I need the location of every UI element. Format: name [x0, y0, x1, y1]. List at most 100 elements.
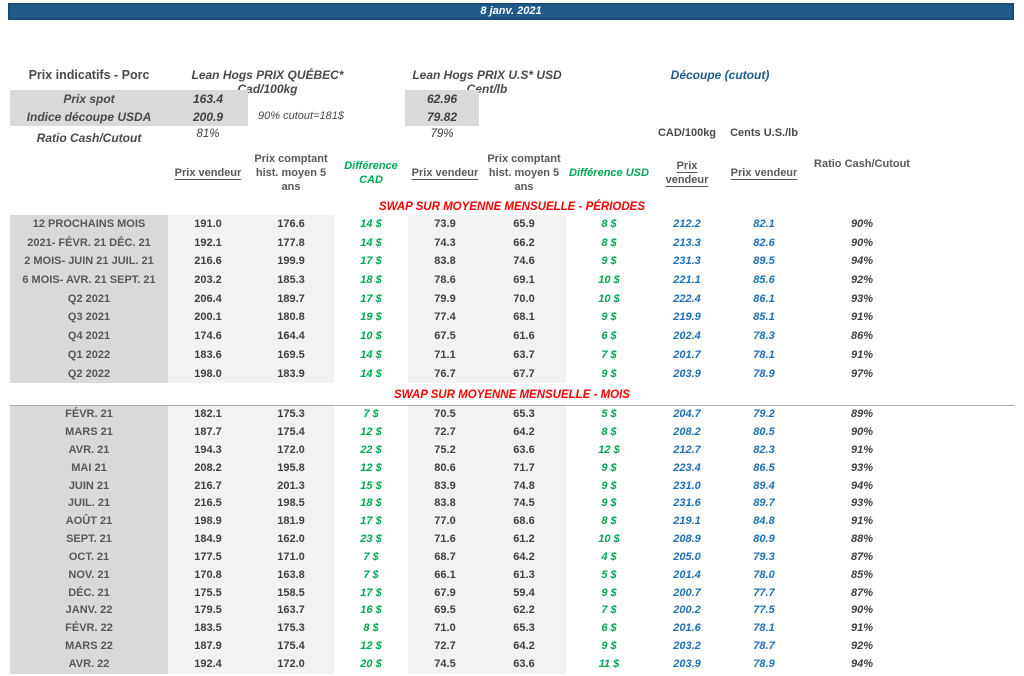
cell-prix-comptant-cad: 185.3 — [248, 271, 334, 290]
table-row: 2021- FÉVR. 21 DÉC. 21 192.1 177.8 14 $ … — [10, 233, 1014, 253]
cell-difference-usd: 7 $ — [601, 604, 617, 617]
cell-difference-cad: 12 $ — [360, 640, 382, 653]
cell-cutout-cad: 201.7 — [673, 348, 701, 361]
cell-cutout-usd: 82.6 — [753, 236, 775, 249]
cell-prix-comptant-cad: 189.7 — [248, 289, 334, 309]
cell-prix-vendeur-cad: 216.5 — [168, 495, 248, 514]
ratio-cash-cutout-usd: 79% — [430, 128, 454, 140]
table-row: AVR. 22 192.4 172.0 20 $ 74.5 63.6 11 $ … — [10, 656, 1014, 674]
cell-cutout-usd: 79.2 — [753, 408, 775, 421]
cell-prix-comptant-cad: 183.9 — [248, 364, 334, 384]
cell-prix-vendeur-usd: 79.9 — [408, 289, 482, 309]
cell-prix-vendeur-usd: 83.8 — [408, 495, 482, 514]
cell-cutout-cad: 205.0 — [673, 550, 701, 563]
cell-prix-vendeur-cad: 192.1 — [168, 233, 248, 253]
cell-prix-comptant-usd: 61.3 — [482, 566, 566, 585]
row-label: AVR. 21 — [10, 441, 168, 460]
row-label: FÉVR. 21 — [10, 406, 168, 425]
cell-cutout-cad: 231.0 — [673, 479, 701, 492]
cell-prix-vendeur-cad: 198.0 — [168, 364, 248, 384]
cell-difference-usd: 9 $ — [601, 640, 617, 653]
table-row: Q2 2022 198.0 183.9 14 $ 76.7 67.7 9 $ 2… — [10, 364, 1014, 384]
table-row: MAI 21 208.2 195.8 12 $ 80.6 71.7 9 $ 22… — [10, 459, 1014, 478]
cell-difference-cad: 12 $ — [360, 426, 382, 439]
cell-prix-vendeur-usd: 83.9 — [408, 477, 482, 496]
cell-prix-vendeur-cad: 194.3 — [168, 441, 248, 460]
row-label: SEPT. 21 — [10, 531, 168, 549]
cell-prix-comptant-cad: 158.5 — [248, 584, 334, 603]
cell-ratio-cash-cutout: 94% — [850, 658, 874, 670]
table-row: OCT. 21 177.5 171.0 7 $ 68.7 64.2 4 $ 20… — [10, 548, 1014, 567]
cell-difference-usd: 9 $ — [601, 367, 617, 380]
table-row: Q4 2021 174.6 164.4 10 $ 67.5 61.6 6 $ 2… — [10, 327, 1014, 346]
col-header-cutout-cad: Prix vendeur — [665, 160, 709, 186]
cell-difference-usd: 6 $ — [601, 622, 617, 635]
cell-cutout-cad: 231.3 — [673, 255, 701, 268]
cell-prix-vendeur-usd: 69.5 — [408, 602, 482, 621]
cell-ratio-cash-cutout: 94% — [850, 255, 874, 268]
row-label: JUIL. 21 — [10, 495, 168, 514]
cell-difference-cad: 7 $ — [363, 568, 379, 581]
cell-difference-usd: 8 $ — [601, 515, 617, 528]
cell-cutout-cad: 201.6 — [673, 622, 701, 635]
cell-difference-usd: 6 $ — [601, 330, 617, 343]
cell-ratio-cash-cutout: 91% — [850, 311, 874, 324]
cell-cutout-usd: 78.9 — [753, 658, 775, 670]
cell-difference-usd: 12 $ — [598, 443, 620, 456]
cell-prix-vendeur-cad: 206.4 — [168, 289, 248, 309]
ratio-cash-cutout-cad: 81% — [196, 128, 220, 140]
cell-cutout-usd: 89.7 — [753, 497, 775, 510]
cell-prix-comptant-usd: 74.5 — [482, 495, 566, 514]
cell-prix-vendeur-cad: 183.6 — [168, 345, 248, 365]
cell-cutout-cad: 202.4 — [673, 330, 701, 343]
cell-prix-vendeur-usd: 66.1 — [408, 566, 482, 585]
cell-cutout-cad: 201.4 — [673, 568, 701, 581]
row-label: 2021- FÉVR. 21 DÉC. 21 — [10, 233, 168, 253]
section-title-periodes: SWAP SUR MOYENNE MENSUELLE - PÉRIODES — [378, 201, 646, 213]
cell-prix-vendeur-usd: 72.7 — [408, 638, 482, 656]
cell-ratio-cash-cutout: 91% — [850, 515, 874, 528]
cell-difference-cad: 14 $ — [360, 218, 382, 230]
table-section-mois: FÉVR. 21 182.1 175.3 7 $ 70.5 65.3 5 $ 2… — [10, 406, 1014, 674]
cell-cutout-usd: 78.7 — [753, 640, 775, 653]
cell-ratio-cash-cutout: 92% — [850, 640, 874, 653]
unit-usd-label: Cents U.S./lb — [730, 127, 798, 139]
cell-prix-comptant-usd: 74.6 — [482, 252, 566, 272]
cell-prix-comptant-usd: 65.9 — [482, 215, 566, 234]
cell-cutout-usd: 80.5 — [753, 426, 775, 439]
cell-difference-usd: 10 $ — [598, 292, 620, 305]
cell-prix-comptant-cad: 171.0 — [248, 548, 334, 567]
cell-cutout-cad: 204.7 — [673, 408, 701, 421]
cell-prix-comptant-usd: 68.1 — [482, 308, 566, 328]
cell-cutout-usd: 80.9 — [753, 533, 775, 546]
cutout-section-header: Découpe (cutout) — [670, 68, 770, 82]
cell-difference-cad: 14 $ — [360, 367, 382, 380]
spot-price-usd: 62.96 — [405, 90, 479, 108]
cell-prix-comptant-usd: 67.7 — [482, 364, 566, 384]
cell-cutout-cad: 200.7 — [673, 586, 701, 599]
cell-cutout-cad: 223.4 — [673, 461, 701, 474]
cell-prix-vendeur-cad: 183.5 — [168, 620, 248, 639]
cell-prix-comptant-usd: 70.0 — [482, 289, 566, 309]
row-label: Q4 2021 — [10, 327, 168, 346]
cell-prix-comptant-cad: 199.9 — [248, 252, 334, 272]
cell-prix-vendeur-usd: 71.1 — [408, 345, 482, 365]
cell-prix-vendeur-usd: 77.0 — [408, 513, 482, 532]
row-label: Q3 2021 — [10, 308, 168, 328]
cell-prix-vendeur-cad: 200.1 — [168, 308, 248, 328]
cell-difference-cad: 22 $ — [360, 443, 382, 456]
cell-ratio-cash-cutout: 97% — [850, 367, 874, 380]
cell-difference-cad: 16 $ — [360, 604, 382, 617]
cell-difference-cad: 23 $ — [360, 533, 382, 546]
cell-cutout-usd: 78.0 — [753, 568, 775, 581]
cell-prix-vendeur-cad: 208.2 — [168, 459, 248, 478]
date-header-bar: 8 janv. 2021 — [8, 3, 1014, 20]
cell-difference-usd: 8 $ — [601, 236, 617, 249]
cell-difference-cad: 7 $ — [363, 408, 379, 421]
cell-difference-usd: 5 $ — [601, 568, 617, 581]
cell-prix-vendeur-cad: 187.7 — [168, 424, 248, 442]
cell-prix-vendeur-cad: 179.5 — [168, 602, 248, 621]
cell-prix-comptant-cad: 198.5 — [248, 495, 334, 514]
cell-prix-vendeur-cad: 216.7 — [168, 477, 248, 496]
cell-difference-cad: 8 $ — [363, 622, 379, 635]
